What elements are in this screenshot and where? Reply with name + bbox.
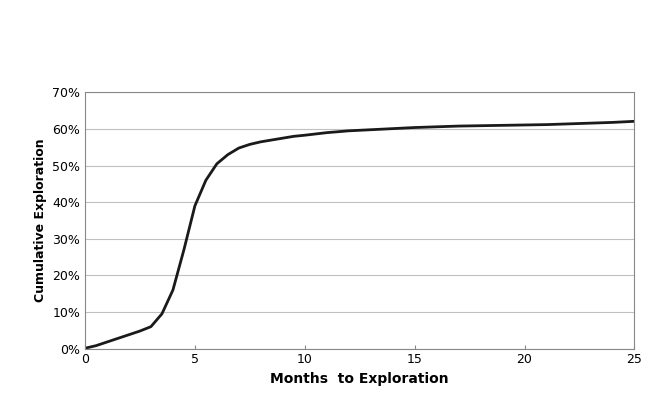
X-axis label: Months  to Exploration: Months to Exploration xyxy=(270,372,449,386)
Y-axis label: Cumulative Exploration: Cumulative Exploration xyxy=(33,139,46,302)
